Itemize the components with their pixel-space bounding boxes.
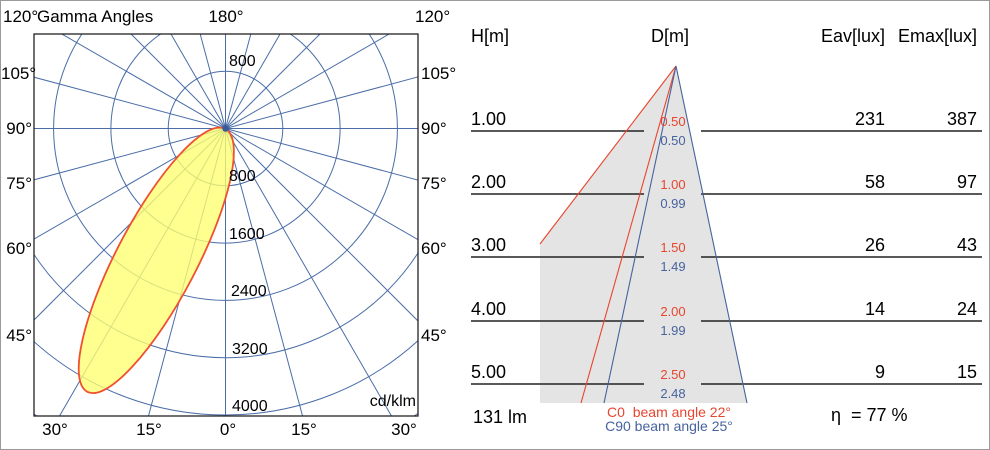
c90-cone-left-edge bbox=[603, 65, 677, 404]
gamma-tick-45-right: 45° bbox=[421, 326, 447, 345]
polar-frame bbox=[33, 33, 419, 417]
radial-tick-1600: 1600 bbox=[229, 226, 265, 243]
emax-value: 15 bbox=[956, 362, 977, 382]
d-c90-value: 2.48 bbox=[660, 386, 686, 401]
gamma-tick-90-right: 90° bbox=[421, 119, 447, 138]
eav-value: 231 bbox=[854, 109, 885, 129]
radial-tick-2400: 2400 bbox=[231, 283, 267, 300]
c0-beam-angle-legend: C0 beam angle 22° bbox=[607, 404, 731, 420]
gamma-tick-105-left: 105° bbox=[1, 64, 37, 83]
eav-value: 58 bbox=[864, 172, 885, 192]
d-c0-value: 0.50 bbox=[660, 114, 686, 129]
eav-value: 14 bbox=[864, 299, 885, 319]
height-value: 5.00 bbox=[471, 362, 507, 382]
radial-tick-800: 800 bbox=[229, 168, 256, 185]
gamma-tick-15-bottom-left: 15° bbox=[136, 420, 162, 439]
eav-value: 9 bbox=[874, 362, 885, 382]
efficiency-value: η = 77 % bbox=[831, 405, 908, 425]
d-c90-value: 1.49 bbox=[660, 259, 686, 274]
height-value: 2.00 bbox=[471, 172, 507, 192]
gamma-tick-75-left: 75° bbox=[6, 174, 32, 193]
col-header-diameter: D[m] bbox=[651, 26, 689, 46]
emax-value: 24 bbox=[956, 299, 977, 319]
d-c0-value: 2.50 bbox=[660, 367, 686, 382]
cone-shaded-area bbox=[540, 66, 747, 403]
radial-tick-3200: 3200 bbox=[232, 341, 268, 358]
d-c90-value: 0.99 bbox=[660, 196, 686, 211]
d-c0-value: 1.50 bbox=[660, 240, 686, 255]
gamma-tick-90-left: 90° bbox=[6, 119, 32, 138]
luminous-flux-value: 131 lm bbox=[473, 407, 528, 427]
c90-beam-angle-legend: C90 beam angle 25° bbox=[605, 418, 733, 434]
polar-title: Gamma Angles bbox=[37, 7, 154, 26]
gamma-tick-180: 180° bbox=[208, 7, 244, 26]
d-c0-value: 2.00 bbox=[660, 304, 686, 319]
radial-tick-800-top: 800 bbox=[229, 53, 256, 70]
polar-center-dot bbox=[222, 125, 229, 132]
col-header-emax: Emax[lux] bbox=[897, 26, 977, 46]
polar-unit-label: cd/klm bbox=[369, 393, 416, 410]
col-header-height: H[m] bbox=[471, 26, 509, 46]
emax-value: 43 bbox=[956, 235, 977, 255]
gamma-tick-30-bottom-right: 30° bbox=[391, 420, 417, 439]
gamma-tick-60-left: 60° bbox=[6, 239, 32, 258]
height-value: 3.00 bbox=[471, 235, 507, 255]
d-c0-value: 1.00 bbox=[660, 177, 686, 192]
beam-lobe bbox=[77, 126, 235, 394]
height-value: 1.00 bbox=[471, 109, 507, 129]
gamma-tick-105-right: 105° bbox=[421, 64, 457, 83]
gamma-tick-120-top-left: 120° bbox=[3, 7, 39, 26]
height-value: 4.00 bbox=[471, 299, 507, 319]
gamma-tick-60-right: 60° bbox=[421, 239, 447, 258]
gamma-tick-15-bottom-right: 15° bbox=[291, 420, 317, 439]
d-c90-value: 1.99 bbox=[660, 323, 686, 338]
radial-tick-4000: 4000 bbox=[232, 398, 268, 415]
emax-value: 387 bbox=[946, 109, 977, 129]
d-c90-value: 0.50 bbox=[660, 133, 686, 148]
c0-cone-left-edge bbox=[539, 65, 677, 245]
eav-value: 26 bbox=[864, 235, 885, 255]
gamma-tick-0-bottom: 0° bbox=[219, 420, 237, 439]
gamma-tick-45-left: 45° bbox=[6, 326, 32, 345]
c90-cone-right-edge bbox=[675, 65, 748, 404]
gamma-tick-30-bottom-left: 30° bbox=[42, 420, 68, 439]
gamma-tick-75-right: 75° bbox=[421, 174, 447, 193]
c0-cone-right-edge bbox=[580, 65, 677, 404]
col-header-eav: Eav[lux] bbox=[820, 26, 885, 46]
table-row-lines bbox=[471, 130, 982, 385]
emax-value: 97 bbox=[956, 172, 977, 192]
gamma-tick-120-top-right: 120° bbox=[415, 7, 451, 26]
